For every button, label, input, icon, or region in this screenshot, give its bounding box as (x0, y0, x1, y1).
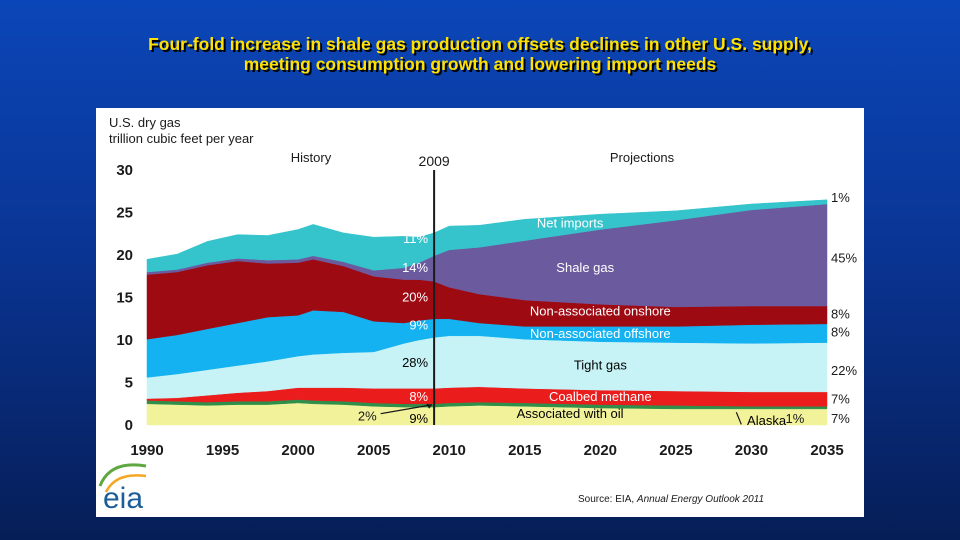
share-label-2035: 8% (831, 307, 850, 322)
source-note: Source: EIA, Annual Energy Outlook 2011 (578, 494, 764, 505)
y-tick-label: 30 (116, 162, 133, 179)
slide-title-line-2: meeting consumption growth and lowering … (243, 54, 717, 74)
share-label-2009: 11% (403, 231, 428, 246)
y-tick-label: 10 (116, 332, 133, 349)
eia-logo: eia (98, 463, 147, 515)
x-tick-label: 1990 (130, 442, 163, 459)
share-label-2009: 9% (409, 318, 428, 333)
share-label-2035: 8% (831, 325, 850, 340)
slide-title-line-1: Four-fold increase in shale gas producti… (148, 34, 812, 54)
x-tick-label: 2005 (357, 442, 390, 459)
slide-title: Four-fold increase in shale gas producti… (20, 34, 940, 74)
share-label-2009: 28% (402, 355, 428, 370)
area-label: Associated with oil (517, 406, 624, 421)
x-tick-label: 2000 (281, 442, 314, 459)
divider-year-label: 2009 (419, 153, 450, 169)
area-label: Tight gas (574, 358, 627, 373)
projections-label: Projections (610, 150, 675, 165)
y-tick-label: 25 (116, 205, 133, 222)
share-label-2035: 1% (831, 190, 850, 205)
share-label-2009: 9% (409, 411, 428, 426)
share-label-2035: 45% (831, 251, 857, 266)
y-axis-title-line-2: trillion cubic feet per year (109, 131, 254, 146)
share-label-2035-alaska: 1% (786, 411, 805, 426)
area-label: Net imports (537, 216, 604, 231)
area-label: Non-associated onshore (530, 303, 671, 318)
y-tick-label: 0 (125, 417, 133, 434)
share-label-2009: 20% (402, 290, 428, 305)
logo-text: eia (103, 482, 143, 515)
share-label-2035: 7% (831, 392, 850, 407)
area-label: Non-associated offshore (530, 326, 671, 341)
logo-arc-green (98, 463, 147, 487)
alaska-2035-pointer-arrow (735, 412, 742, 425)
share-label-2009: 14% (402, 260, 428, 275)
share-label-2035: 7% (831, 411, 850, 426)
y-tick-label: 20 (116, 247, 133, 264)
history-label: History (291, 150, 332, 165)
x-tick-label: 2020 (584, 442, 617, 459)
area-layers (146, 199, 828, 426)
x-tick-label: 2010 (433, 442, 466, 459)
alaska-pointer-arrow (380, 404, 433, 415)
logo-arc-orange (104, 474, 147, 493)
x-tick-label: 1995 (206, 442, 239, 459)
share-label-2009: 8% (409, 389, 428, 404)
chart-panel: U.S. dry gas trillion cubic feet per year… (96, 108, 864, 517)
area-net-imports (146, 199, 828, 273)
x-tick-label: 2035 (810, 442, 843, 459)
x-tick-label: 2025 (659, 442, 692, 459)
area-label: Alaska (747, 413, 787, 428)
labels-group: Net imports Shale gas Non-associated onsho… (358, 190, 858, 505)
y-tick-label: 15 (116, 290, 133, 307)
x-tick-label: 2015 (508, 442, 541, 459)
y-axis-title-line-1: U.S. dry gas (109, 115, 181, 130)
share-label-2009-alaska: 2% (358, 409, 377, 424)
area-label: Coalbed methane (549, 389, 652, 404)
area-label: Shale gas (556, 260, 614, 275)
x-tick-label: 2030 (735, 442, 768, 459)
y-tick-label: 5 (125, 375, 133, 392)
share-label-2035: 22% (831, 363, 857, 378)
